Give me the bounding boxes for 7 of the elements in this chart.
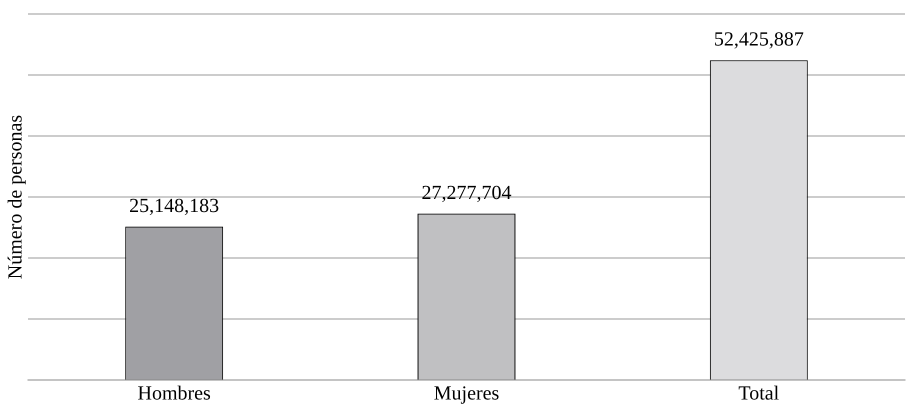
- data-label: 52,425,887: [714, 28, 804, 50]
- x-tick-label: Total: [738, 382, 780, 404]
- data-label: 25,148,183: [129, 194, 220, 217]
- x-tick-label: Hombres: [138, 382, 212, 404]
- y-axis-title: Número de personas: [4, 114, 26, 280]
- data-label: 27,277,704: [422, 182, 512, 204]
- x-tick-label: Mujeres: [434, 382, 500, 404]
